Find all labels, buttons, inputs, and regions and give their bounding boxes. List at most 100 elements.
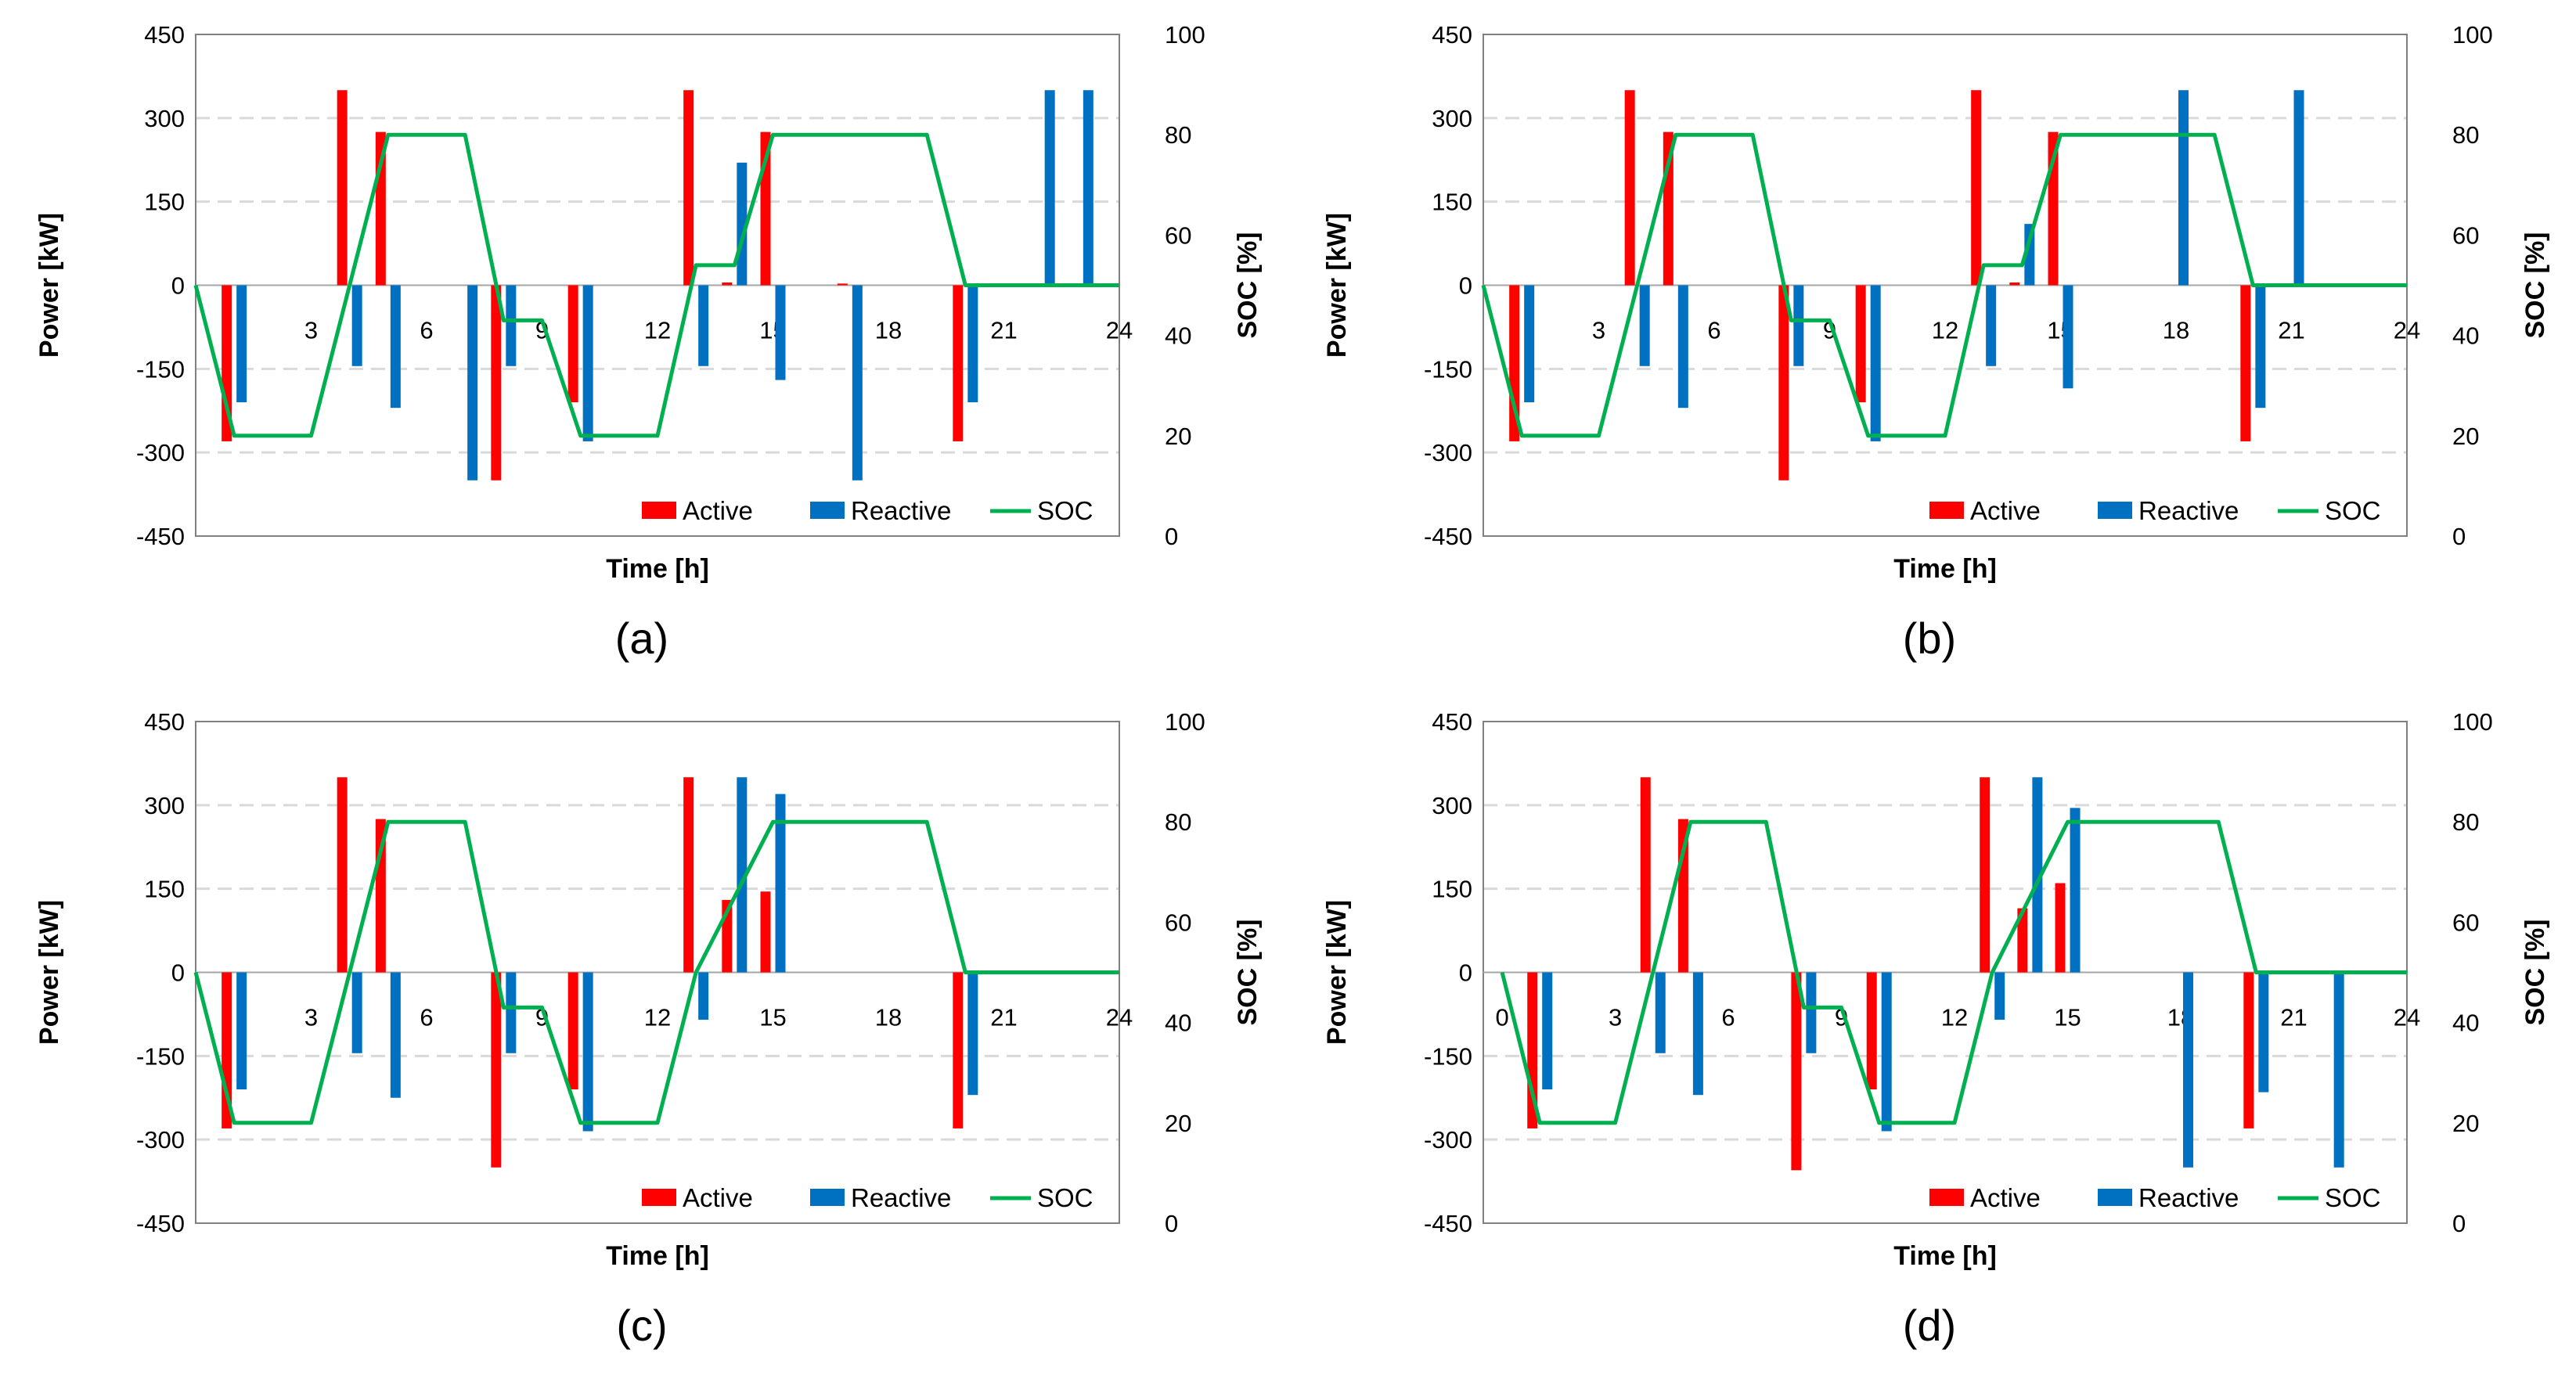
y2-tick-label: 20 [2452, 1110, 2479, 1137]
x-tick-label: 0 [1495, 1004, 1508, 1031]
legend-label-active: Active [683, 496, 753, 525]
x-axis-title: Time [h] [1893, 1241, 1997, 1271]
y-tick-label: -300 [1424, 1126, 1472, 1154]
x-tick-label: 21 [990, 1004, 1017, 1031]
y2-tick-label: 100 [1165, 708, 1205, 736]
y-tick-label: 150 [1432, 189, 1472, 216]
y2-tick-label: 100 [2452, 21, 2493, 49]
y2-tick-label: 80 [2452, 121, 2479, 149]
y-axis-title: Power [kW] [1322, 213, 1352, 358]
y-tick-label: 300 [144, 792, 185, 819]
reactive-bar [1542, 972, 1553, 1090]
y2-axis-title: SOC [%] [1233, 232, 1263, 339]
active-bar [491, 285, 502, 481]
x-tick-label: 6 [420, 1004, 433, 1031]
reactive-bar [1524, 285, 1535, 403]
x-tick-label: 24 [1106, 1004, 1133, 1031]
reactive-bar [2258, 972, 2269, 1092]
active-bar [1855, 285, 1866, 403]
reactive-bar [1692, 972, 1703, 1096]
y-tick-label: 0 [171, 272, 185, 300]
x-tick-label: 12 [644, 1004, 671, 1031]
x-tick-label: 15 [759, 1004, 786, 1031]
soc-line [1481, 132, 2407, 438]
y-tick-label: -150 [1424, 1042, 1472, 1070]
y2-axis-title: SOC [%] [1233, 920, 1263, 1026]
y2-tick-label: 60 [2452, 221, 2479, 249]
reactive-bar [390, 285, 401, 409]
reactive-bar [1806, 972, 1817, 1053]
y-tick-label: 450 [1432, 21, 1472, 49]
active-bar [1791, 972, 1802, 1171]
y2-tick-label: 0 [2452, 1210, 2466, 1237]
x-axis-title: Time [h] [606, 1241, 709, 1271]
y2-tick-label: 20 [2452, 423, 2479, 450]
x-tick-label: 18 [875, 317, 902, 344]
legend-label-active: Active [1970, 1183, 2041, 1212]
x-tick-label: 3 [1592, 317, 1605, 344]
legend-swatch-active [642, 1189, 676, 1206]
active-bar [2009, 282, 2020, 286]
x-tick-label: 24 [2394, 317, 2420, 344]
reactive-bar [2333, 972, 2344, 1168]
x-tick-label: 24 [1106, 317, 1133, 344]
legend-label-reactive: Reactive [2138, 1183, 2239, 1212]
legend-label-soc: SOC [2325, 496, 2381, 525]
active-bar [1778, 285, 1789, 481]
x-tick-label: 9 [535, 1004, 549, 1031]
active-bar [1866, 972, 1877, 1090]
active-bar [2240, 285, 2251, 441]
reactive-bar [1655, 972, 1666, 1053]
chart-panel-b: 450 300 150 0 -150 -300 -450 100 80 60 40 20 0 3 6 9 12 1… [1322, 21, 2550, 663]
x-tick-label: 18 [2163, 317, 2189, 344]
y-tick-label: -450 [1424, 1210, 1472, 1237]
active-bar [760, 891, 771, 973]
panel-caption: (b) [1903, 614, 1956, 663]
reactive-bar [2032, 777, 2043, 973]
reactive-bar [1677, 285, 1688, 409]
active-bar [683, 777, 694, 973]
panel-caption: (c) [616, 1301, 667, 1350]
reactive-bar [2255, 285, 2266, 409]
legend-label-active: Active [1970, 496, 2041, 525]
legend-label-reactive: Reactive [2138, 496, 2239, 525]
x-tick-label: 24 [2394, 1004, 2420, 1031]
active-bar [722, 282, 733, 286]
y-tick-label: -450 [1424, 523, 1472, 550]
y2-tick-label: 0 [2452, 523, 2466, 550]
active-bar [953, 972, 964, 1128]
active-bar [683, 90, 694, 286]
legend-swatch-active [1929, 1189, 1964, 1206]
x-tick-label: 9 [1823, 317, 1836, 344]
active-bar [1971, 90, 1982, 286]
y-tick-label: -150 [136, 1042, 185, 1070]
y2-tick-label: 80 [1165, 808, 1191, 836]
y-tick-label: 0 [1459, 272, 1472, 300]
y-tick-label: -150 [1424, 355, 1472, 383]
y-tick-label: 300 [1432, 792, 1472, 819]
y2-tick-label: 80 [2452, 808, 2479, 836]
reactive-bar [1793, 285, 1804, 366]
y-tick-label: -450 [136, 1210, 185, 1237]
chart-panel-a: 450 300 150 0 -150 -300 -450 100 80 60 40 20 0 3 6 9 12 1… [34, 21, 1263, 663]
reactive-bar [1994, 972, 2005, 1020]
x-tick-label: 9 [1835, 1004, 1848, 1031]
reactive-bar [351, 285, 362, 366]
reactive-bar [698, 972, 709, 1020]
legend-label-active: Active [683, 1183, 753, 1212]
legend-label-reactive: Reactive [851, 496, 951, 525]
x-axis-title: Time [h] [1893, 554, 1997, 584]
y-tick-label: 450 [144, 708, 185, 736]
legend-label-soc: SOC [2325, 1183, 2381, 1212]
x-tick-label: 12 [644, 317, 671, 344]
x-tick-label: 6 [1721, 1004, 1735, 1031]
active-bar [567, 972, 578, 1090]
y2-tick-label: 40 [2452, 322, 2479, 350]
x-axis-title: Time [h] [606, 554, 709, 584]
active-bar [567, 285, 578, 403]
reactive-bar [236, 285, 247, 403]
x-tick-label: 3 [1609, 1004, 1622, 1031]
active-bar [1980, 777, 1991, 973]
y-tick-label: 0 [1459, 959, 1472, 987]
